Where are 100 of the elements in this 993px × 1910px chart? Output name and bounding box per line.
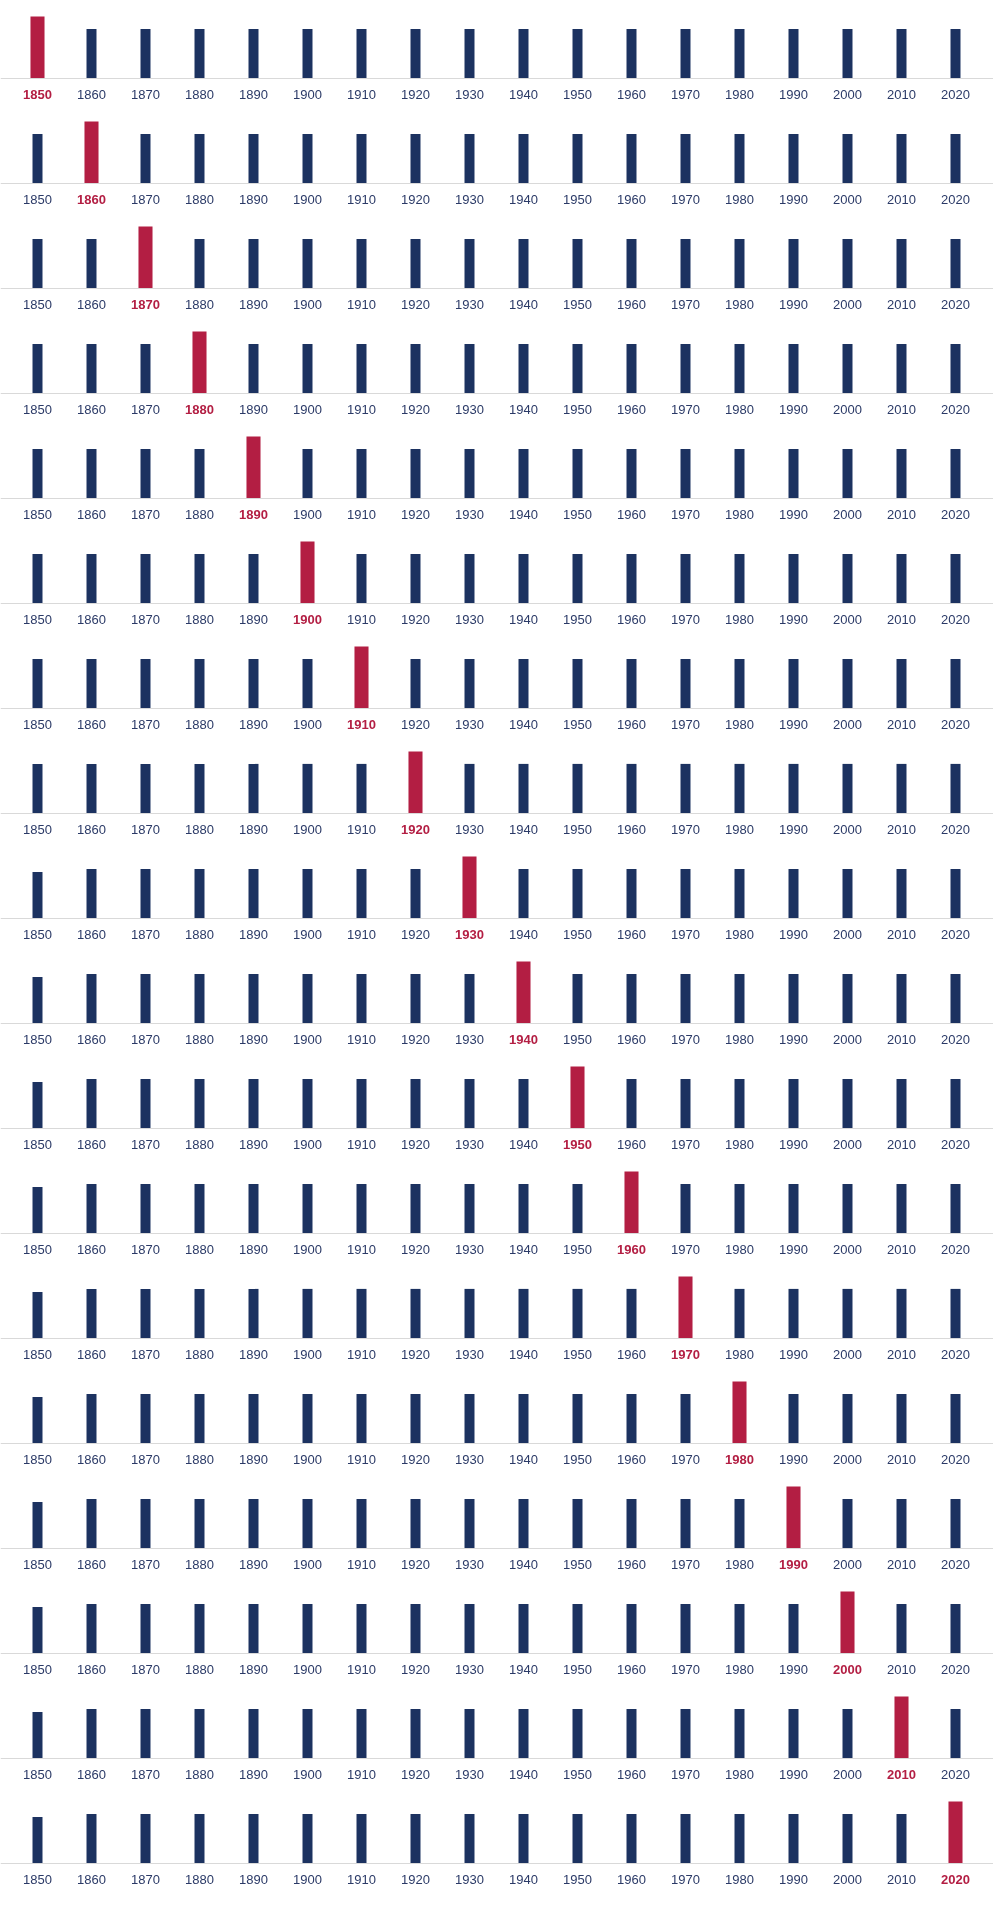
x-tick-label: 1960 (617, 1137, 646, 1152)
x-tick-label: 1850 (23, 1557, 52, 1572)
x-tick-label: 1940 (509, 1872, 538, 1887)
x-tick-label: 1910 (347, 1872, 376, 1887)
x-tick-label: 1990 (779, 612, 808, 627)
x-tick-label: 1900 (293, 927, 322, 942)
x-tick-label: 1860 (77, 1767, 106, 1782)
x-tick-label: 1920 (401, 927, 430, 942)
x-tick-label: 1910 (347, 717, 376, 732)
x-tick-label: 1890 (239, 1872, 268, 1887)
x-tick-label: 1930 (455, 1557, 484, 1572)
x-tick-label: 1990 (779, 192, 808, 207)
x-tick-label: 1860 (77, 1662, 106, 1677)
x-tick-label: 1930 (455, 1347, 484, 1362)
x-tick-label: 1860 (77, 297, 106, 312)
x-tick-label: 2010 (887, 1662, 916, 1677)
x-tick-label: 1890 (239, 1662, 268, 1677)
x-tick-label: 1880 (185, 87, 214, 102)
x-tick-label: 1950 (563, 1662, 592, 1677)
x-tick-label: 1880 (185, 612, 214, 627)
x-tick-label: 1870 (131, 507, 160, 522)
x-tick-label: 1890 (239, 1347, 268, 1362)
x-tick-label: 1910 (347, 1452, 376, 1467)
x-tick-label: 1860 (77, 1347, 106, 1362)
x-tick-label: 1980 (725, 1032, 754, 1047)
x-tick-label: 1940 (509, 1557, 538, 1572)
x-tick-label: 1880 (185, 192, 214, 207)
x-tick-label: 1930 (455, 822, 484, 837)
x-tick-label: 1870 (131, 1032, 160, 1047)
x-tick-label: 2020 (941, 927, 970, 942)
x-tick-label: 1880 (185, 1767, 214, 1782)
x-tick-label: 1930 (455, 1662, 484, 1677)
x-tick-label: 1870 (131, 717, 160, 732)
x-tick-label: 1950 (563, 1452, 592, 1467)
x-tick-label: 1880 (185, 1557, 214, 1572)
x-tick-label: 2020 (941, 1137, 970, 1152)
x-tick-label: 1990 (779, 1137, 808, 1152)
x-tick-label: 1900 (293, 1872, 322, 1887)
x-tick-label: 1950 (563, 297, 592, 312)
x-tick-label: 2010 (887, 1767, 916, 1782)
x-tick-label: 2000 (833, 507, 862, 522)
x-tick-label: 1930 (455, 717, 484, 732)
x-tick-label: 1930 (455, 1452, 484, 1467)
x-tick-label: 1860 (77, 1242, 106, 1257)
x-tick-label: 1900 (293, 612, 322, 627)
x-tick-label: 1900 (293, 1347, 322, 1362)
x-tick-label: 2000 (833, 87, 862, 102)
x-tick-label: 1940 (509, 192, 538, 207)
x-tick-label: 1890 (239, 1557, 268, 1572)
x-tick-label: 2020 (941, 1347, 970, 1362)
x-tick-label: 1970 (671, 87, 700, 102)
x-tick-label: 2010 (887, 1557, 916, 1572)
x-tick-label: 1910 (347, 1662, 376, 1677)
x-tick-label: 1940 (509, 1032, 538, 1047)
x-tick-label: 1960 (617, 1767, 646, 1782)
x-tick-label: 2020 (941, 1872, 970, 1887)
x-tick-label: 1930 (455, 402, 484, 417)
x-tick-label: 2010 (887, 1032, 916, 1047)
x-tick-label: 1880 (185, 717, 214, 732)
x-tick-label: 1850 (23, 1452, 52, 1467)
x-tick-label: 1850 (23, 822, 52, 837)
x-tick-label: 1960 (617, 1242, 646, 1257)
x-tick-label: 1880 (185, 927, 214, 942)
x-tick-label: 1870 (131, 1137, 160, 1152)
x-tick-label: 2020 (941, 717, 970, 732)
x-tick-label: 1860 (77, 402, 106, 417)
x-tick-label: 1870 (131, 1452, 160, 1467)
x-tick-label: 1860 (77, 1872, 106, 1887)
x-tick-label: 1980 (725, 1347, 754, 1362)
x-tick-label: 1980 (725, 1242, 754, 1257)
x-tick-label: 1850 (23, 717, 52, 732)
x-tick-label: 2010 (887, 1242, 916, 1257)
x-tick-label: 2010 (887, 1872, 916, 1887)
x-tick-label: 1950 (563, 1032, 592, 1047)
x-tick-label: 2010 (887, 297, 916, 312)
x-tick-label: 2000 (833, 1557, 862, 1572)
x-tick-label: 1960 (617, 402, 646, 417)
x-tick-label: 2000 (833, 822, 862, 837)
x-tick-label: 1930 (455, 927, 484, 942)
x-tick-label: 1990 (779, 822, 808, 837)
x-tick-label: 1950 (563, 87, 592, 102)
x-tick-label: 1950 (563, 402, 592, 417)
x-tick-label: 1960 (617, 192, 646, 207)
x-tick-label: 2020 (941, 1452, 970, 1467)
x-tick-label: 2020 (941, 297, 970, 312)
x-tick-label: 1970 (671, 1872, 700, 1887)
x-tick-label: 1940 (509, 297, 538, 312)
x-tick-label: 1910 (347, 192, 376, 207)
x-tick-label: 2020 (941, 612, 970, 627)
x-tick-label: 2000 (833, 612, 862, 627)
x-tick-label: 1850 (23, 612, 52, 627)
x-tick-label: 2010 (887, 192, 916, 207)
x-tick-label: 1990 (779, 1872, 808, 1887)
x-tick-label: 1910 (347, 612, 376, 627)
x-tick-label: 2000 (833, 1452, 862, 1467)
x-tick-label: 1970 (671, 1452, 700, 1467)
x-tick-label: 2020 (941, 822, 970, 837)
x-tick-label: 1970 (671, 1347, 700, 1362)
x-tick-label: 1920 (401, 402, 430, 417)
x-tick-label: 2010 (887, 612, 916, 627)
